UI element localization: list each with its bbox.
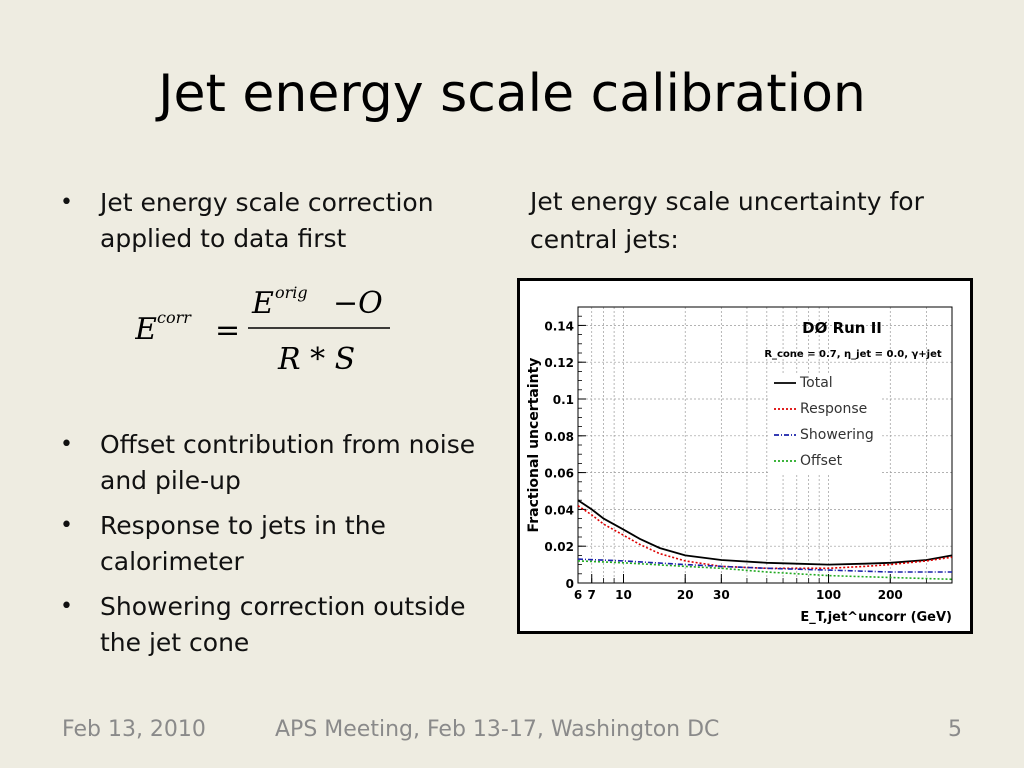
bullet-item: • Response to jets in the calorimeter <box>60 508 480 580</box>
bullet-item: • Showering correction outside the jet c… <box>60 589 480 661</box>
x-tick-label: 6 <box>574 588 582 602</box>
y-axis-label: Fractional uncertainty <box>526 358 542 533</box>
formula-equals: = <box>215 313 240 348</box>
y-tick-label: 0.02 <box>544 540 574 554</box>
bullet-item: • Offset contribution from noise and pil… <box>60 427 480 499</box>
legend-label: Showering <box>800 427 874 443</box>
bullet-glyph: • <box>60 190 73 215</box>
legend-label: Response <box>800 401 867 417</box>
y-tick-label: 0.04 <box>544 503 574 517</box>
chart-series <box>577 499 953 581</box>
bullet-glyph: • <box>60 432 73 457</box>
bullet-glyph: • <box>60 513 73 538</box>
correction-formula: E corr = E orig −O R * S <box>134 283 405 380</box>
y-tick-label: 0.1 <box>553 393 574 407</box>
legend-label: Offset <box>800 453 843 469</box>
x-tick-label: 100 <box>816 588 841 602</box>
formula-svg: E corr = E orig −O R * S <box>134 283 390 377</box>
x-tick-label: 10 <box>615 588 632 602</box>
formula-numerator-sup: orig <box>275 285 308 302</box>
series-line-showering <box>577 558 952 573</box>
chart-title: DØ Run II <box>802 319 882 337</box>
slide-title: Jet energy scale calibration <box>158 64 866 124</box>
footer-meeting: APS Meeting, Feb 13-17, Washington DC <box>275 717 720 742</box>
bullet-item: • Jet energy scale correction applied to… <box>60 185 480 257</box>
chart-legend: Total Response Showering Offset <box>770 373 880 475</box>
bullet-glyph: • <box>60 594 73 619</box>
x-axis-label: E_T,jet^uncorr (GeV) <box>800 610 952 625</box>
formula-numerator: E <box>251 286 274 321</box>
bullet-text: Response to jets in the calorimeter <box>100 511 386 576</box>
x-tick-label: 7 <box>588 588 596 602</box>
chart-svg: 0 0.02 0.04 0.06 0.08 0.1 0.12 0.14 6 7 10 20 30 100 2… <box>526 306 953 625</box>
y-tick-label: 0.12 <box>544 356 574 370</box>
x-tick-label: 30 <box>713 588 730 602</box>
y-tick-label: 0.14 <box>544 319 574 333</box>
chart-axes: 0 0.02 0.04 0.06 0.08 0.1 0.12 0.14 6 7 10 20 30 100 2… <box>544 315 953 602</box>
x-tick-label: 20 <box>677 588 694 602</box>
bullet-text: Jet energy scale correction applied to d… <box>100 188 434 253</box>
y-tick-label: 0 <box>566 577 574 591</box>
legend-label: Total <box>799 375 833 391</box>
footer-date: Feb 13, 2010 <box>62 717 206 742</box>
bullet-list: • Jet energy scale correction applied to… <box>60 185 480 661</box>
bullet-text: Showering correction outside the jet con… <box>100 592 466 657</box>
y-tick-label: 0.08 <box>544 430 574 444</box>
formula-denominator: R * S <box>277 342 355 377</box>
page-number: 5 <box>948 717 962 742</box>
bullet-text: Offset contribution from noise and pile-… <box>100 430 476 495</box>
y-tick-label: 0.06 <box>544 467 574 481</box>
formula-minus-term: −O <box>333 286 383 321</box>
series-line-response <box>577 505 953 570</box>
uncertainty-chart: 0 0.02 0.04 0.06 0.08 0.1 0.12 0.14 6 7 10 20 30 100 2… <box>517 278 973 634</box>
series-line-total <box>577 499 953 566</box>
formula-lhs: E <box>135 312 157 347</box>
x-tick-label: 200 <box>878 588 903 602</box>
chart-subtitle: R_cone = 0.7, η_jet = 0.0, γ+jet <box>764 349 942 360</box>
chart-caption: Jet energy scale uncertainty for central… <box>530 187 924 254</box>
legend-box <box>770 373 880 475</box>
formula-lhs-sup: corr <box>157 308 192 327</box>
